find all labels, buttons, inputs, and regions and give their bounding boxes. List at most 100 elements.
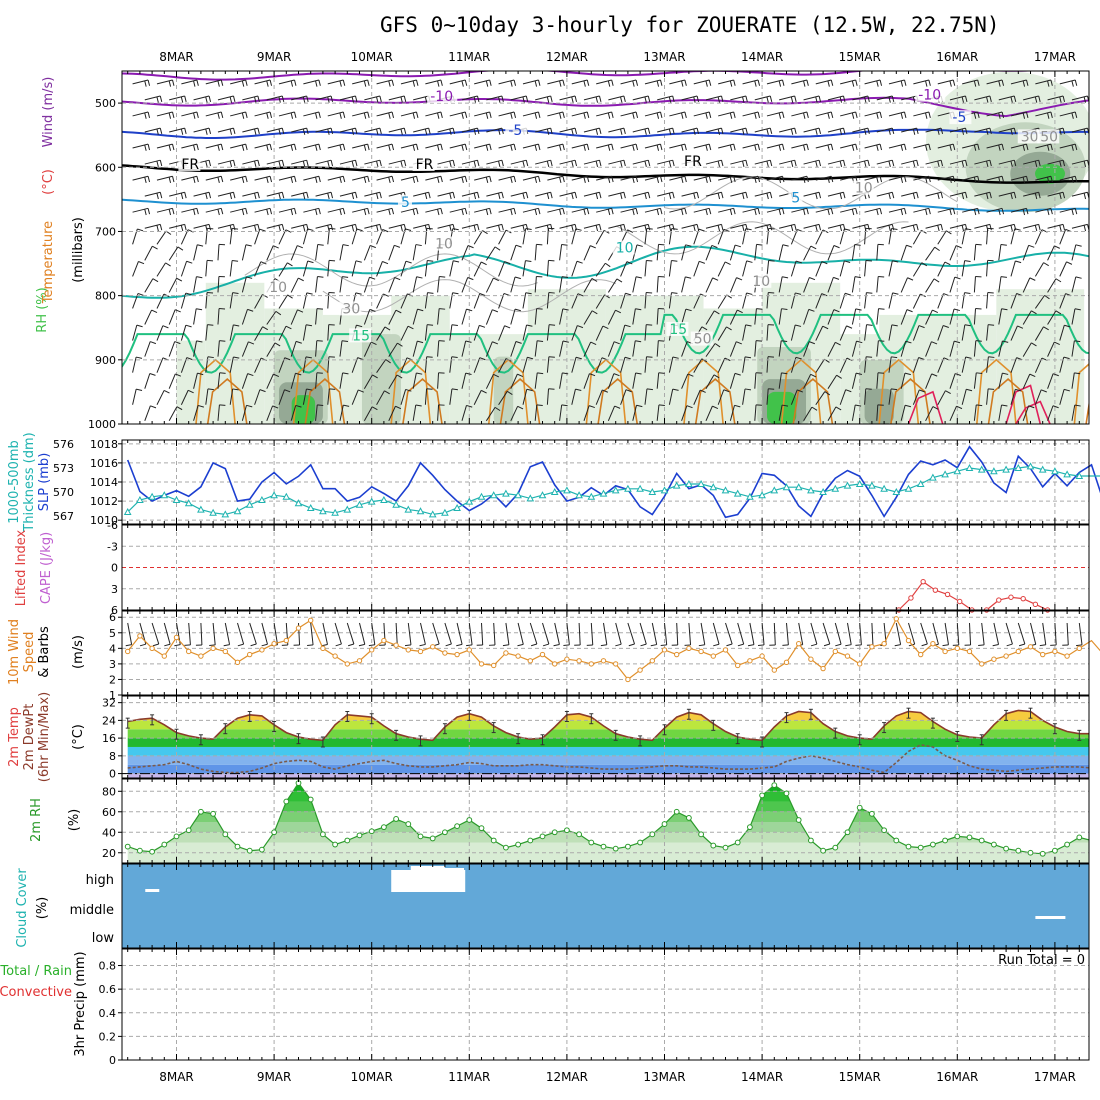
wind-barb-feather <box>467 245 474 249</box>
wind-barb <box>986 228 989 245</box>
wind-barb-feather <box>685 244 692 247</box>
wind-barb <box>302 260 309 277</box>
wind-barb-feather <box>503 292 510 296</box>
wind-barb <box>535 223 551 229</box>
wind-barb <box>705 95 722 101</box>
wind-barb <box>656 244 660 261</box>
wind-barb-feather <box>742 193 745 200</box>
wind-barb-feather <box>672 388 679 391</box>
wind-barb-feather <box>660 208 663 215</box>
wind-barb-feather <box>466 308 473 312</box>
wind-barb-feather <box>339 176 342 184</box>
wind-barb-feather <box>315 80 318 87</box>
wind-barb-feather <box>559 144 562 151</box>
wind-barb-feather <box>287 294 293 299</box>
wind-barb <box>864 324 868 341</box>
thickness-marker <box>294 499 303 507</box>
contour-label: 10 <box>435 237 453 253</box>
wind-barb-feather <box>266 144 269 151</box>
wind-barb-feather <box>790 96 794 103</box>
wind-barb <box>254 111 271 117</box>
wind-barb-10m-feather <box>894 644 901 647</box>
wind-barb-feather <box>180 128 184 135</box>
wind-barb-10m-feather <box>530 643 538 647</box>
wind-barb-feather <box>698 228 705 232</box>
freezing-level-contour <box>122 164 1089 184</box>
wind-barb-feather <box>306 127 309 135</box>
wind-barb-feather <box>1013 127 1017 135</box>
wind-barb <box>1035 143 1052 149</box>
y-tick-label: 600 <box>95 161 116 174</box>
wind-barb <box>962 207 978 213</box>
wind-barb-10m <box>822 622 831 645</box>
wind-barb-feather <box>839 128 843 135</box>
wind-barb-10m-feather <box>164 643 171 647</box>
wind-barb-feather <box>656 144 660 151</box>
wind-barb <box>754 404 757 421</box>
wind-barb-feather <box>241 209 245 216</box>
rh-wrap <box>127 782 1089 863</box>
wind-barb <box>229 324 234 341</box>
wind-barb-feather <box>452 228 459 231</box>
wind-barb-feather <box>175 373 182 377</box>
wind-barb <box>620 79 637 85</box>
wind-barb-feather <box>988 356 995 358</box>
rh2m-marker <box>234 843 241 850</box>
wind-barb-feather <box>302 225 306 232</box>
temperature-contour-surface <box>792 378 834 424</box>
wind-barb-feather <box>660 111 663 118</box>
wind-barb-feather <box>384 326 391 331</box>
wind-barb <box>437 191 454 197</box>
wind-barb <box>461 405 467 421</box>
wind-barb-feather <box>888 96 891 103</box>
wind-barb-feather <box>391 144 395 151</box>
contour-label-bg <box>505 122 528 137</box>
wind-barb-10m-feather <box>1018 643 1026 647</box>
wind-speed-marker <box>1064 653 1070 659</box>
wind-barb-feather <box>952 176 956 183</box>
wind-barb-feather <box>245 79 248 86</box>
rh2m-marker <box>417 833 424 840</box>
wind-barb <box>327 324 330 341</box>
wind-barb-feather <box>806 208 809 215</box>
rh2m-marker <box>734 839 741 846</box>
wind-barb-feather <box>1074 340 1081 343</box>
wind-barb-feather <box>208 160 212 167</box>
wind-barb <box>754 191 771 197</box>
y-axis-unit: (°C) <box>71 724 86 750</box>
wind-barb-feather <box>284 389 291 393</box>
wind-barb-feather <box>701 326 708 331</box>
wind-barb-feather <box>1083 193 1087 200</box>
wind-barb <box>888 175 905 181</box>
wind-barb-feather <box>504 261 511 265</box>
wind-barb <box>974 159 991 165</box>
wind-barb-feather <box>327 96 330 103</box>
rh2m-marker <box>527 837 534 844</box>
date-label-top: 10MAR <box>351 50 393 64</box>
wind-barb <box>156 230 167 245</box>
wind-barb-feather <box>290 112 294 119</box>
wind-barb-feather <box>1083 160 1087 167</box>
wind-barb <box>449 260 454 277</box>
wind-barb-feather <box>247 373 254 377</box>
wind-barb <box>962 175 978 181</box>
wind-barb-feather <box>644 160 647 167</box>
wind-barb <box>400 207 417 213</box>
wind-barb-feather <box>307 228 314 231</box>
wind-barb <box>986 207 1003 213</box>
wind-barb-feather <box>944 261 951 266</box>
wind-barb-feather <box>329 388 336 390</box>
wind-barb-feather <box>318 208 321 215</box>
wind-barb-10m <box>566 622 570 645</box>
wind-barb-feather <box>733 111 736 118</box>
wind-barb <box>474 207 490 213</box>
wind-barb-feather <box>144 112 147 119</box>
wind-barb <box>254 79 271 85</box>
wind-barb-feather <box>586 111 590 118</box>
contour-label: 15 <box>352 328 370 344</box>
wind-barb <box>656 404 660 421</box>
wind-barb <box>742 324 747 341</box>
wind-speed-marker <box>808 656 814 662</box>
wind-barb <box>657 223 673 229</box>
wind-barb-feather <box>1014 228 1021 231</box>
